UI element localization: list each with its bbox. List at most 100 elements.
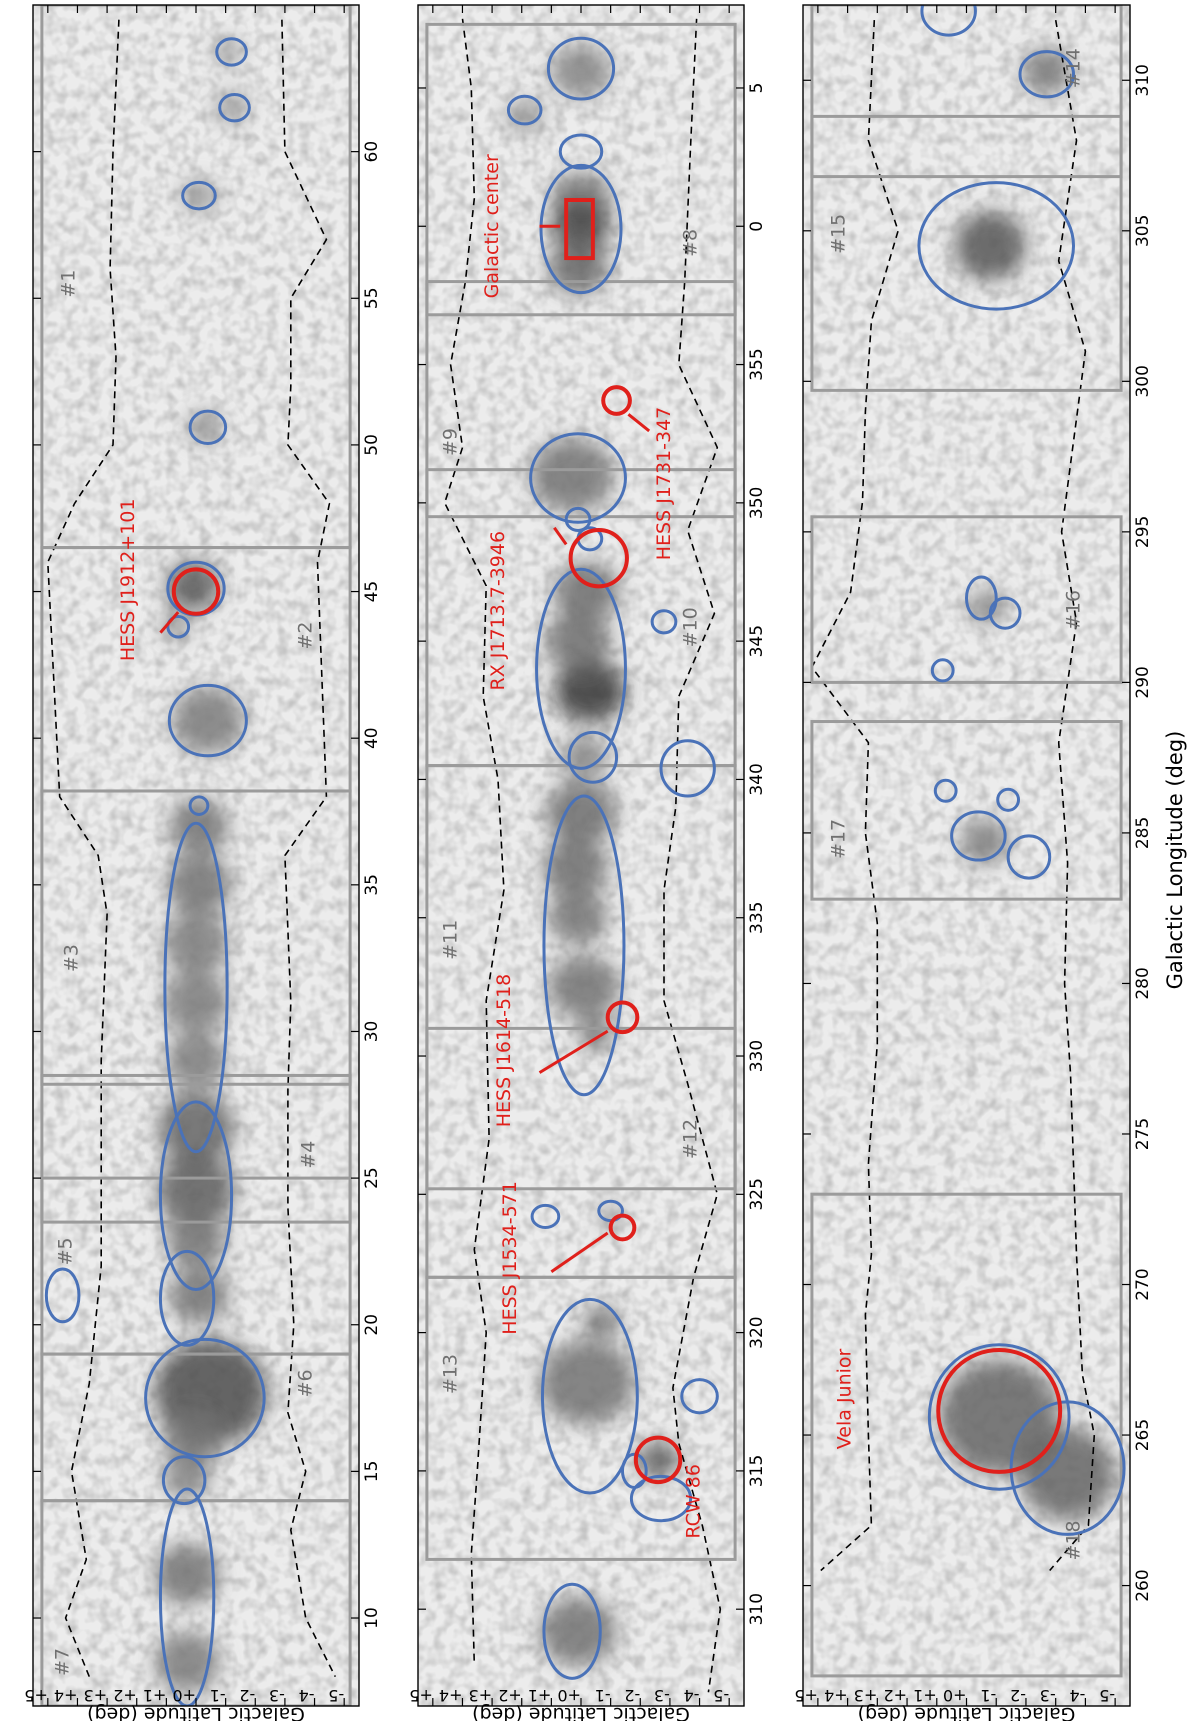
lon-tick-label: 310	[1133, 64, 1153, 96]
region-label: #16	[1062, 590, 1084, 630]
emission-blob	[154, 1631, 220, 1693]
emission-blob	[539, 1597, 617, 1666]
lon-tick-label: 355	[747, 348, 767, 380]
emission-blob	[939, 1359, 1059, 1475]
source-marker	[608, 1213, 637, 1242]
region-label: #7	[52, 1648, 74, 1676]
lon-tick-label: 60	[362, 141, 382, 163]
source-leader-line	[627, 413, 651, 433]
lon-tick-label: 15	[362, 1461, 382, 1483]
emission-blob	[166, 1032, 226, 1089]
emission-blob	[1022, 48, 1071, 95]
source-label: Vela Junior	[834, 1348, 856, 1449]
lat-tick-label: -5	[713, 1686, 729, 1705]
source-label: HESS J1614-518	[493, 974, 515, 1128]
emission-blob	[539, 1340, 635, 1425]
emission-blob	[187, 410, 223, 445]
significance-contour	[680, 1378, 719, 1415]
emission-blob	[637, 1441, 679, 1479]
exposure-limit-upper	[810, 20, 899, 1572]
lat-tick-label: +0	[557, 1686, 581, 1705]
region-label: #4	[298, 1141, 320, 1169]
emission-blob	[172, 687, 244, 755]
lat-tick-label: +1	[913, 1686, 937, 1705]
significance-contour	[188, 409, 228, 445]
panel-top: HESS J1912+101 #1 #2 #3 #4 #5 #6 #7+5 +4 +3 +2 +1 +0…	[24, 4, 382, 1725]
source-label: HESS J1731-347	[653, 407, 675, 561]
significance-contour	[996, 787, 1021, 812]
chart-panels: HESS J1912+101#1#2#3#4#5#6#7+5 +4 +3 +2 +1 +0…	[24, 4, 1153, 1725]
lon-tick-label: 335	[747, 902, 767, 934]
emission-layer	[154, 37, 268, 1693]
region-label: #15	[828, 214, 850, 254]
source-label: RX J1713.7-3946	[487, 531, 509, 691]
lon-tick-label: 290	[1133, 666, 1153, 698]
emission-blob	[554, 659, 626, 723]
lat-tick-label: -4	[684, 1686, 700, 1705]
region-box	[810, 515, 1123, 684]
significance-contour	[161, 1455, 207, 1506]
significance-contour	[44, 1267, 81, 1324]
lon-tick-label: 25	[362, 1167, 382, 1189]
emission-blob	[548, 891, 608, 945]
region-box	[40, 789, 352, 1086]
lon-tick-label: 340	[747, 763, 767, 795]
lon-tick-label: 30	[362, 1021, 382, 1043]
source-label: HESS J1534-571	[499, 1181, 521, 1335]
source-marker	[633, 1435, 683, 1485]
axis-titles: Galactic Longitude (deg)	[1163, 731, 1187, 990]
significance-contour	[620, 1452, 648, 1489]
lat-tick-label: +2	[498, 1686, 522, 1705]
emission-blob	[583, 1305, 620, 1338]
significance-contour	[542, 1582, 602, 1680]
region-label: #6	[295, 1369, 317, 1397]
emission-blob	[530, 438, 614, 512]
lat-tick-label: -1	[980, 1686, 996, 1705]
lat-tick-label: +4	[439, 1686, 463, 1705]
lon-tick-label: 40	[362, 727, 382, 749]
lat-tick-label: +1	[143, 1686, 167, 1705]
region-label: #3	[60, 944, 82, 972]
lat-tick-label: +5	[24, 1686, 48, 1705]
significance-contour	[158, 1249, 216, 1347]
emission-blob	[160, 612, 191, 641]
panel-bottom: Vela Junior #14 #15 #16 #17 #18 +5 +4 +3 +2 +1 +0 -1…	[794, 4, 1153, 1725]
region-label: #9	[440, 428, 462, 456]
lon-tick-label: 5	[747, 83, 767, 94]
emission-blob	[542, 839, 608, 897]
lat-tick-label: +4	[824, 1686, 848, 1705]
emission-blob	[1020, 1428, 1116, 1520]
emission-layer	[939, 48, 1116, 1520]
significance-contour	[1006, 834, 1052, 880]
lat-tick-label: -1	[595, 1686, 611, 1705]
region-box	[425, 22, 737, 317]
significance-contour	[567, 730, 619, 784]
significance-contour	[167, 683, 248, 758]
lat-tick-label: +3	[854, 1686, 878, 1705]
emission-blob	[169, 798, 229, 855]
region-box	[40, 1073, 352, 1224]
source-leader-line	[538, 1029, 609, 1074]
region-box	[425, 764, 737, 1191]
significance-contour	[144, 1337, 266, 1459]
region-label: #5	[55, 1237, 77, 1265]
lon-tick-label: 320	[747, 1316, 767, 1348]
source-leader-line	[553, 526, 568, 546]
lat-tick-label: +0	[172, 1686, 196, 1705]
source-label: Galactic center	[481, 154, 503, 298]
lon-tick-label: 265	[1133, 1419, 1153, 1451]
emission-blob	[554, 562, 620, 621]
region-box	[810, 5, 1123, 179]
lon-tick-label: 305	[1133, 215, 1153, 247]
panel-area	[33, 5, 359, 1706]
significance-contour	[181, 180, 217, 211]
region-box	[810, 114, 1123, 392]
emission-blob	[166, 1211, 226, 1268]
significance-contour	[930, 658, 955, 683]
emission-blob	[157, 1153, 235, 1227]
significance-contour	[988, 596, 1022, 630]
lon-tick-label: 295	[1133, 516, 1153, 548]
exposure-limit-upper	[443, 18, 505, 1665]
lat-tick-label: +2	[883, 1686, 907, 1705]
